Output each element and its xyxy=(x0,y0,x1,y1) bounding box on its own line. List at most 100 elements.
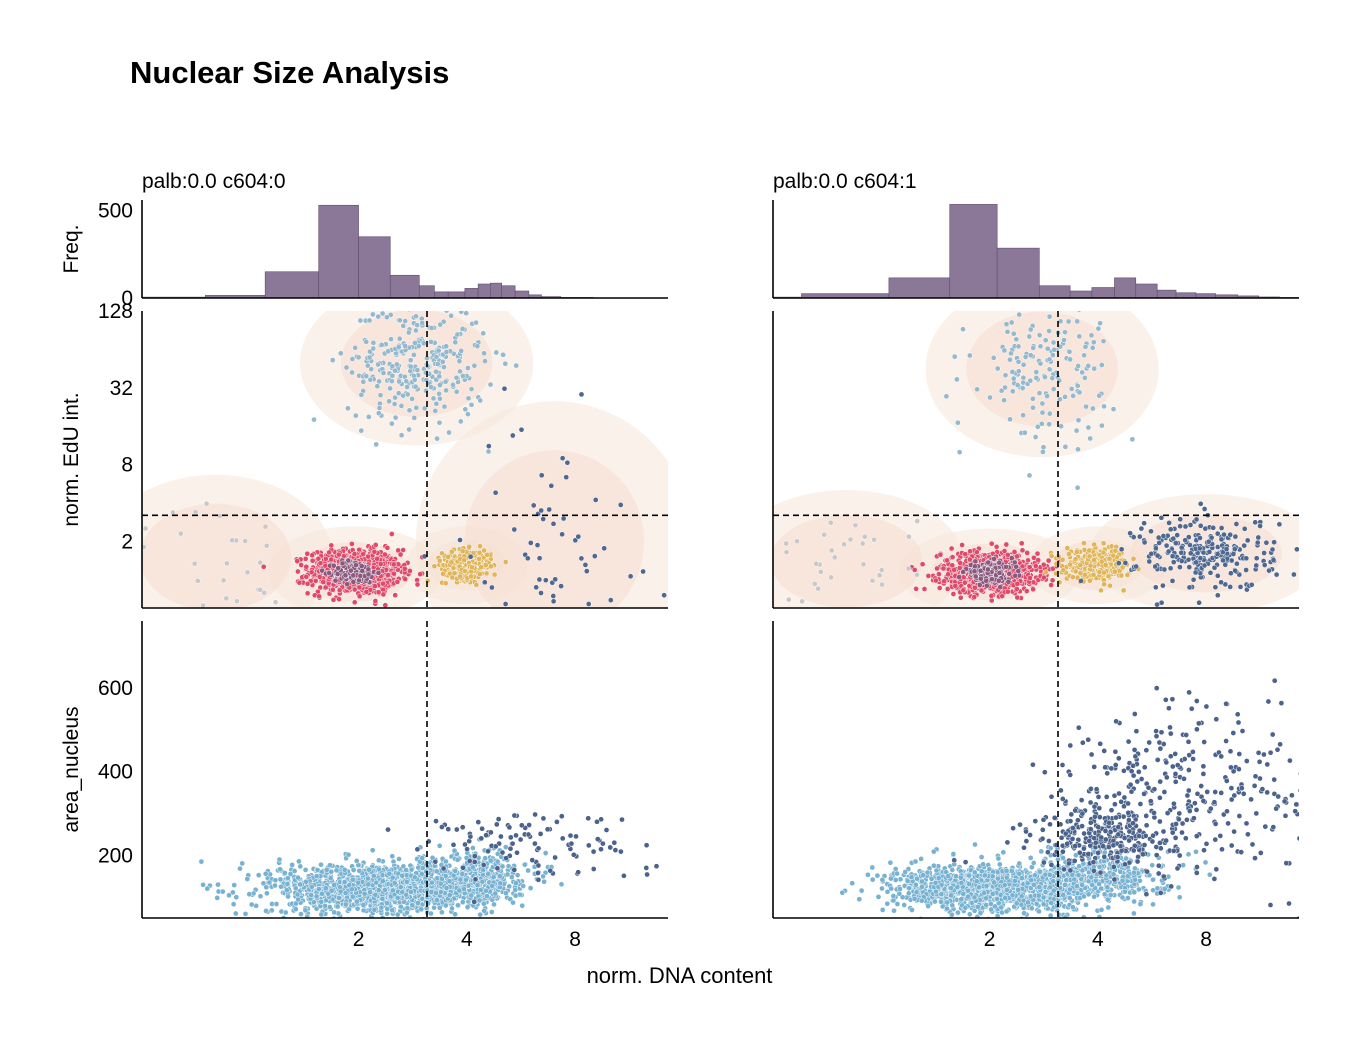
scatter-point xyxy=(1202,525,1209,532)
scatter-point xyxy=(511,526,518,533)
scatter-point xyxy=(1010,330,1017,337)
scatter-point xyxy=(412,383,419,390)
scatter-point xyxy=(214,895,221,901)
scatter-point xyxy=(998,387,1005,394)
scatter-point xyxy=(448,559,455,566)
scatter-point xyxy=(336,587,343,594)
scatter-point xyxy=(363,589,370,595)
scatter-point xyxy=(1177,564,1183,570)
scatter-point xyxy=(350,579,357,585)
scatter-point xyxy=(471,305,476,310)
scatter-point xyxy=(1201,506,1208,512)
scatter-point xyxy=(433,368,439,375)
scatter-point xyxy=(412,340,418,346)
scatter-point xyxy=(1023,588,1030,594)
scatter-point xyxy=(437,382,443,388)
scatter-point xyxy=(1174,532,1181,538)
scatter-point xyxy=(960,569,966,575)
scatter-point xyxy=(944,557,950,564)
scatter-point xyxy=(967,548,973,555)
scatter-point xyxy=(1008,555,1015,561)
scatter-point xyxy=(1003,564,1009,570)
scatter-point xyxy=(1170,559,1177,565)
scatter-point xyxy=(1066,551,1072,557)
scatter-point xyxy=(485,443,492,449)
scatter-point xyxy=(449,548,455,555)
scatter-point xyxy=(1046,410,1053,417)
scatter-point xyxy=(428,325,435,331)
scatter-point xyxy=(1146,558,1153,565)
scatter-point xyxy=(1266,567,1272,574)
scatter-point xyxy=(295,896,301,903)
scatter-point xyxy=(215,881,221,888)
scatter-point xyxy=(1064,545,1071,551)
scatter-point xyxy=(1042,374,1048,380)
scatter-point xyxy=(404,391,411,398)
scatter-point xyxy=(492,489,499,496)
kde-contour xyxy=(464,450,645,608)
scatter-point xyxy=(384,906,391,912)
scatter-point xyxy=(1048,582,1054,588)
histogram-bar xyxy=(1135,283,1158,298)
scatter-point xyxy=(1050,352,1056,358)
scatter-point xyxy=(861,533,868,540)
scatter-point xyxy=(1152,584,1159,591)
edu-right-marks xyxy=(773,311,1299,608)
scatter-point xyxy=(320,579,327,585)
scatter-point xyxy=(327,875,334,882)
histogram-bar xyxy=(514,290,530,298)
scatter-point xyxy=(413,404,420,411)
scatter-point xyxy=(919,561,926,568)
scatter-point xyxy=(349,356,356,362)
scatter-point xyxy=(409,396,415,402)
histogram-bar xyxy=(1069,290,1093,298)
scatter-point xyxy=(387,385,393,392)
scatter-point xyxy=(1154,601,1160,608)
scatter-point xyxy=(994,365,1001,372)
scatter-point xyxy=(827,519,834,526)
scatter-point xyxy=(1014,553,1020,560)
scatter-point xyxy=(1073,549,1080,555)
scatter-point xyxy=(1004,328,1011,335)
scatter-point xyxy=(445,554,452,560)
scatter-point xyxy=(1072,568,1079,575)
scatter-point xyxy=(477,543,483,550)
scatter-point xyxy=(465,395,472,402)
scatter-point xyxy=(468,401,475,408)
scatter-point xyxy=(204,885,211,892)
scatter-point xyxy=(468,386,475,392)
scatter-point xyxy=(1003,321,1010,328)
scatter-point xyxy=(407,363,414,370)
scatter-point xyxy=(1042,569,1049,575)
scatter-point xyxy=(530,502,537,509)
scatter-point xyxy=(1102,562,1109,568)
scatter-point xyxy=(1182,537,1189,544)
scatter-point xyxy=(192,509,199,515)
scatter-point xyxy=(1034,550,1041,557)
scatter-point xyxy=(358,391,365,398)
scatter-point xyxy=(465,365,471,371)
scatter-point xyxy=(388,531,395,537)
scatter-point xyxy=(1227,584,1234,590)
scatter-point xyxy=(295,568,301,575)
scatter-point xyxy=(519,902,526,909)
scatter-point xyxy=(431,563,438,570)
scatter-point xyxy=(304,580,311,587)
scatter-point xyxy=(1141,520,1147,527)
scatter-point xyxy=(352,344,359,351)
histogram-bar xyxy=(477,283,491,298)
scatter-point xyxy=(985,559,992,566)
scatter-point xyxy=(957,594,964,601)
scatter-point xyxy=(952,583,959,589)
scatter-point xyxy=(1081,540,1087,546)
scatter-point xyxy=(1046,421,1053,428)
scatter-point xyxy=(326,549,332,556)
scatter-point xyxy=(1133,563,1140,570)
tick-mask xyxy=(771,621,1301,651)
scatter-point xyxy=(536,555,543,562)
scatter-point xyxy=(388,336,394,342)
scatter-point xyxy=(1006,570,1013,577)
scatter-point xyxy=(1030,586,1036,593)
scatter-point xyxy=(1100,338,1107,345)
